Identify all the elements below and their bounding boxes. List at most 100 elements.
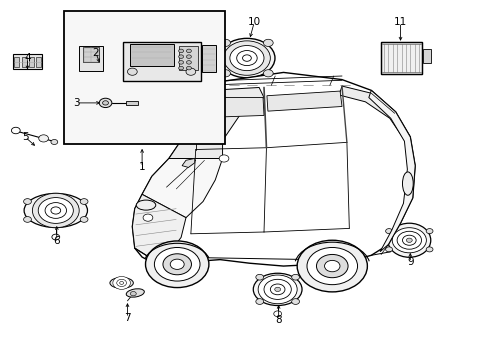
Circle shape — [391, 228, 426, 253]
Ellipse shape — [387, 223, 430, 257]
Circle shape — [163, 254, 191, 275]
Text: 3: 3 — [73, 98, 80, 108]
Circle shape — [297, 240, 366, 292]
Circle shape — [306, 247, 357, 285]
Circle shape — [270, 284, 285, 295]
Circle shape — [178, 60, 183, 64]
Bar — [126, 101, 138, 105]
Bar — [79, 45, 103, 71]
Circle shape — [185, 68, 195, 75]
Circle shape — [127, 68, 137, 75]
Text: 6: 6 — [53, 236, 60, 246]
Bar — [13, 54, 42, 69]
Polygon shape — [182, 158, 194, 167]
Circle shape — [178, 66, 183, 70]
Circle shape — [406, 238, 411, 242]
Ellipse shape — [253, 273, 302, 306]
Circle shape — [385, 229, 392, 234]
Circle shape — [145, 241, 208, 288]
Ellipse shape — [219, 39, 274, 78]
Circle shape — [154, 247, 200, 281]
Bar — [380, 42, 421, 74]
Circle shape — [186, 60, 191, 64]
Circle shape — [120, 282, 123, 284]
Bar — [130, 44, 173, 66]
Bar — [422, 49, 429, 63]
Bar — [64, 12, 224, 144]
Bar — [36, 57, 41, 67]
Circle shape — [255, 299, 263, 305]
Circle shape — [23, 199, 31, 204]
Circle shape — [45, 203, 66, 219]
Circle shape — [80, 199, 88, 204]
Circle shape — [242, 55, 251, 61]
Circle shape — [426, 247, 432, 252]
Ellipse shape — [24, 193, 87, 228]
Bar — [21, 57, 26, 67]
Circle shape — [263, 39, 273, 46]
Circle shape — [39, 135, 48, 142]
Polygon shape — [132, 72, 414, 266]
Circle shape — [396, 231, 421, 249]
Circle shape — [186, 49, 191, 53]
Ellipse shape — [110, 278, 133, 288]
Text: 8: 8 — [275, 315, 282, 325]
Bar — [201, 45, 216, 72]
Text: 4: 4 — [24, 53, 31, 63]
Circle shape — [274, 287, 280, 292]
Circle shape — [113, 276, 130, 289]
Bar — [29, 57, 34, 67]
Circle shape — [236, 50, 257, 66]
Circle shape — [220, 39, 230, 46]
Polygon shape — [266, 91, 341, 111]
Bar — [82, 46, 99, 62]
Circle shape — [219, 155, 228, 162]
Text: 11: 11 — [393, 17, 407, 27]
Circle shape — [426, 229, 432, 234]
Circle shape — [117, 279, 126, 287]
Circle shape — [32, 193, 79, 228]
Circle shape — [52, 234, 60, 240]
Circle shape — [186, 66, 191, 70]
Text: 1: 1 — [139, 162, 145, 172]
Text: 5: 5 — [22, 132, 28, 142]
Ellipse shape — [136, 200, 156, 210]
Circle shape — [402, 235, 415, 245]
Polygon shape — [168, 87, 264, 158]
Polygon shape — [222, 98, 264, 117]
Ellipse shape — [126, 289, 144, 297]
Circle shape — [220, 70, 230, 77]
Circle shape — [178, 49, 183, 53]
Circle shape — [263, 70, 273, 77]
Circle shape — [178, 55, 183, 58]
Circle shape — [51, 207, 61, 214]
Text: 10: 10 — [247, 17, 260, 27]
Polygon shape — [142, 158, 222, 218]
Circle shape — [143, 214, 153, 221]
Circle shape — [258, 275, 297, 304]
Text: 2: 2 — [92, 48, 99, 58]
Circle shape — [229, 45, 264, 71]
Text: 9: 9 — [406, 257, 413, 267]
Circle shape — [273, 311, 281, 317]
Circle shape — [99, 98, 112, 108]
Circle shape — [255, 274, 263, 280]
Circle shape — [170, 259, 184, 269]
Text: 7: 7 — [124, 313, 130, 323]
Bar — [122, 42, 200, 81]
Bar — [14, 57, 19, 67]
Circle shape — [102, 101, 108, 105]
Circle shape — [11, 127, 20, 134]
Circle shape — [316, 255, 347, 278]
Circle shape — [291, 274, 299, 280]
Circle shape — [80, 217, 88, 222]
Polygon shape — [338, 86, 409, 141]
Bar — [178, 46, 198, 70]
Circle shape — [186, 55, 191, 58]
Circle shape — [51, 139, 58, 144]
Circle shape — [130, 292, 136, 296]
Circle shape — [291, 299, 299, 305]
Bar — [380, 42, 421, 74]
Circle shape — [324, 260, 339, 272]
Polygon shape — [368, 90, 414, 252]
